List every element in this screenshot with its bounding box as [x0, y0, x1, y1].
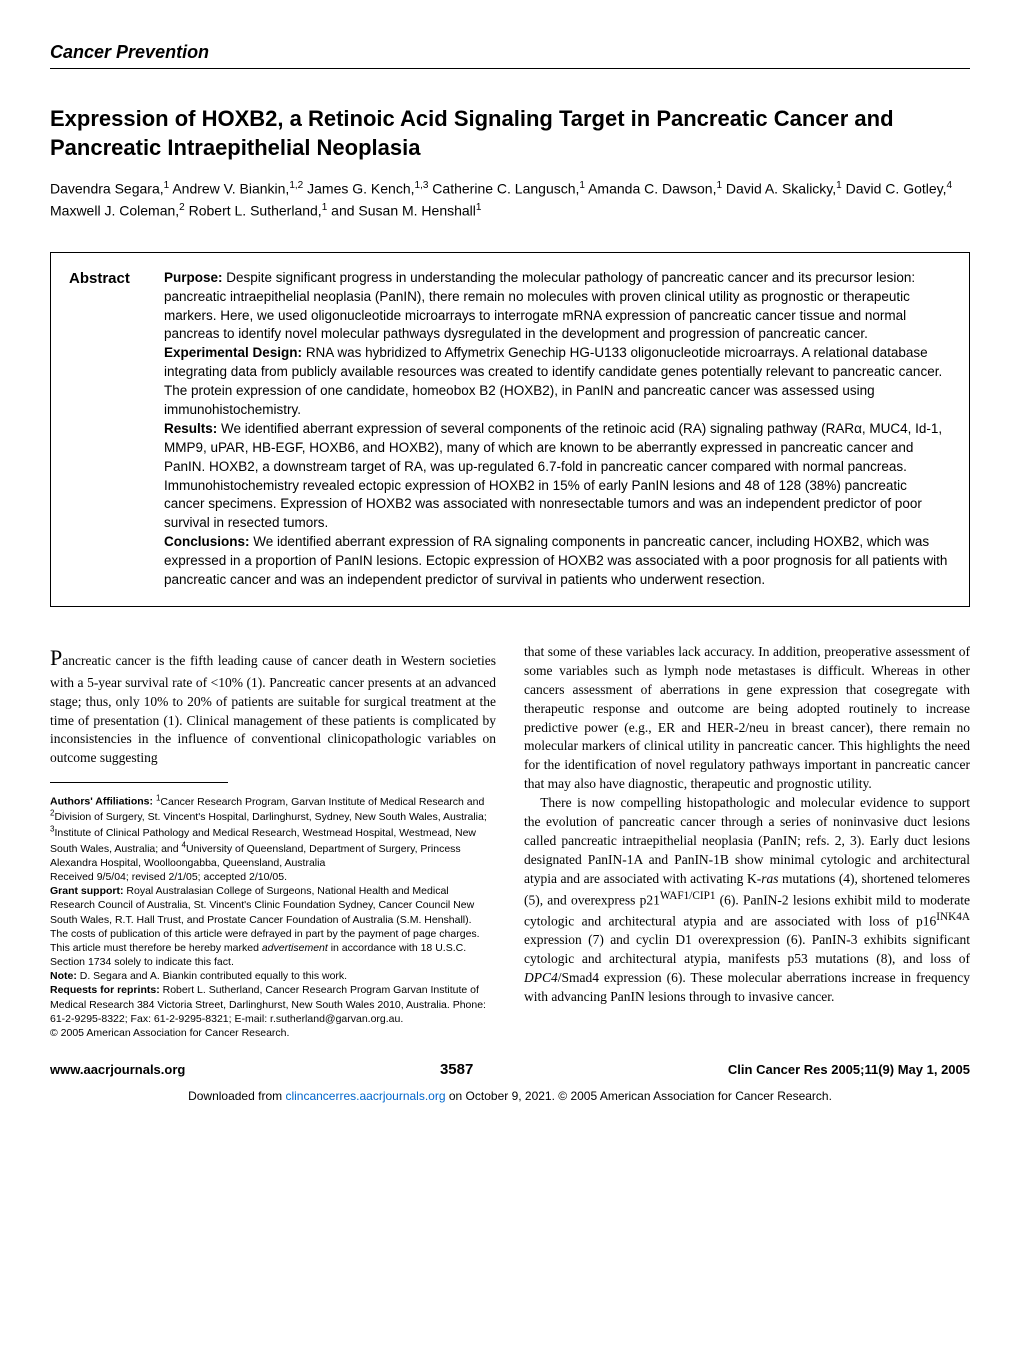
- abstract-label: Abstract: [69, 269, 164, 590]
- body-columns: Pancreatic cancer is the fifth leading c…: [50, 643, 970, 1040]
- footnote-divider: [50, 782, 228, 783]
- abstract-results-label: Results:: [164, 421, 217, 436]
- page-number: 3587: [440, 1060, 473, 1080]
- download-prefix: Downloaded from: [188, 1089, 285, 1103]
- abstract-body: Purpose: Despite significant progress in…: [164, 269, 951, 590]
- costs-text: The costs of publication of this article…: [50, 927, 496, 970]
- abstract-purpose-label: Purpose:: [164, 270, 223, 285]
- affiliations-label: Authors' Affiliations:: [50, 796, 153, 808]
- left-column: Pancreatic cancer is the fifth leading c…: [50, 643, 496, 1040]
- abstract-conclusions-label: Conclusions:: [164, 534, 250, 549]
- body-text: ancreatic cancer is the fifth leading ca…: [50, 653, 496, 765]
- note-text: D. Segara and A. Biankin contributed equ…: [80, 970, 347, 982]
- right-column: that some of these variables lack accura…: [524, 643, 970, 1040]
- journal-citation: Clin Cancer Res 2005;11(9) May 1, 2005: [728, 1061, 970, 1079]
- download-suffix: on October 9, 2021. © 2005 American Asso…: [446, 1089, 832, 1103]
- note-label: Note:: [50, 970, 77, 982]
- abstract-design-label: Experimental Design:: [164, 345, 302, 360]
- download-link[interactable]: clincancerres.aacrjournals.org: [285, 1089, 445, 1103]
- footer-url: www.aacrjournals.org: [50, 1061, 185, 1079]
- page-footer: www.aacrjournals.org 3587 Clin Cancer Re…: [50, 1060, 970, 1080]
- body-paragraph: Pancreatic cancer is the fifth leading c…: [50, 643, 496, 768]
- body-paragraph: that some of these variables lack accura…: [524, 643, 970, 794]
- abstract-box: Abstract Purpose: Despite significant pr…: [50, 252, 970, 607]
- section-header: Cancer Prevention: [50, 40, 970, 69]
- received-text: Received 9/5/04; revised 2/1/05; accepte…: [50, 870, 496, 884]
- footnotes: Authors' Affiliations: 1Cancer Research …: [50, 793, 496, 1040]
- body-paragraph: There is now compelling histopathologic …: [524, 794, 970, 1007]
- abstract-results-text: We identified aberrant expression of sev…: [164, 421, 942, 530]
- copyright-text: © 2005 American Association for Cancer R…: [50, 1026, 496, 1040]
- reprints-label: Requests for reprints:: [50, 984, 160, 996]
- article-title: Expression of HOXB2, a Retinoic Acid Sig…: [50, 105, 970, 162]
- grant-label: Grant support:: [50, 885, 124, 897]
- download-note: Downloaded from clincancerres.aacrjourna…: [50, 1088, 970, 1104]
- author-list: Davendra Segara,1 Andrew V. Biankin,1,2 …: [50, 178, 970, 221]
- abstract-conclusions-text: We identified aberrant expression of RA …: [164, 534, 947, 587]
- abstract-purpose-text: Despite significant progress in understa…: [164, 270, 915, 342]
